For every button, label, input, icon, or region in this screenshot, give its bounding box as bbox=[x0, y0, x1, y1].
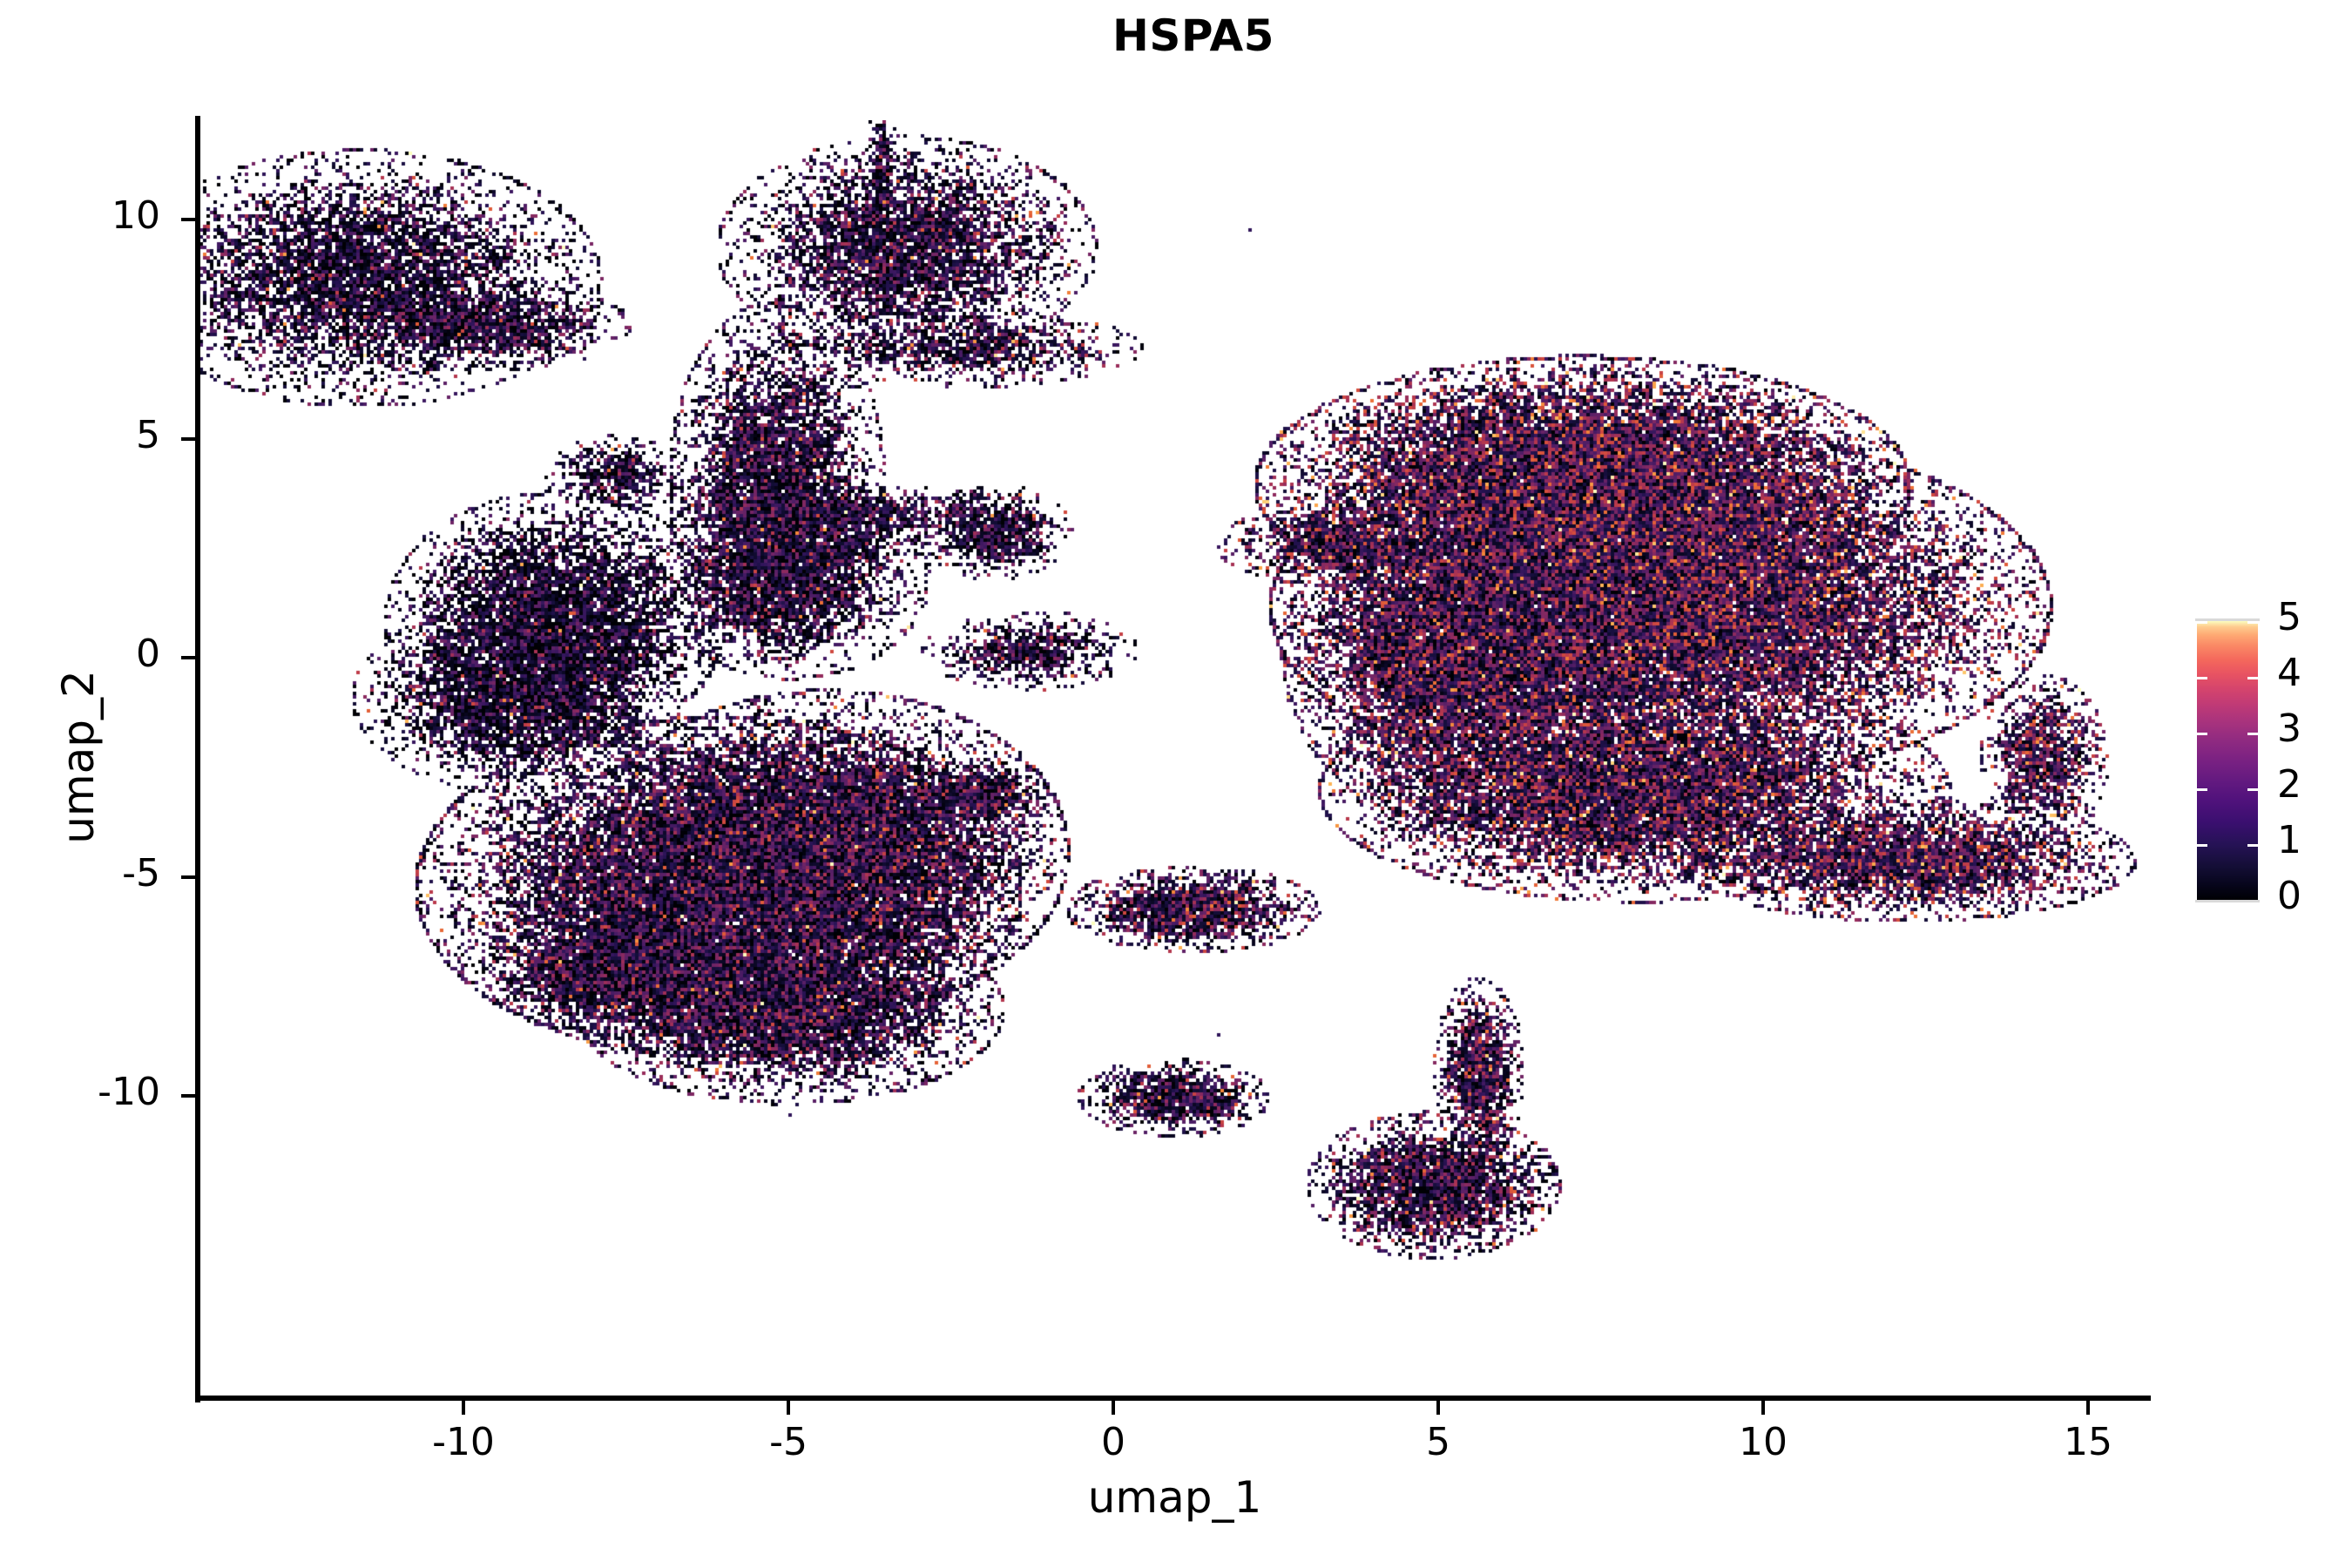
colorbar-tick-mark bbox=[2197, 788, 2207, 791]
colorbar-tick-mark bbox=[2197, 677, 2207, 679]
colorbar-tick-label: 4 bbox=[2277, 651, 2301, 695]
y-axis-label: umap_2 bbox=[53, 670, 104, 844]
x-tick-label: 10 bbox=[1739, 1420, 1788, 1464]
y-tick-mark bbox=[181, 436, 195, 441]
colorbar-tick-label: 1 bbox=[2277, 818, 2301, 862]
colorbar-tick-mark bbox=[2197, 844, 2207, 847]
colorbar-tick-mark bbox=[2247, 788, 2258, 791]
x-tick-label: 15 bbox=[2064, 1420, 2112, 1464]
x-tick-label: -10 bbox=[432, 1420, 495, 1464]
colorbar-tick-label: 3 bbox=[2277, 706, 2301, 751]
x-tick-mark bbox=[2086, 1401, 2090, 1415]
colorbar-tick-mark bbox=[2247, 733, 2258, 735]
x-axis-label: umap_1 bbox=[1087, 1472, 1262, 1523]
y-tick-mark bbox=[181, 1094, 195, 1098]
y-axis-spine bbox=[195, 116, 200, 1402]
y-tick-label: 5 bbox=[136, 412, 160, 457]
colorbar-tick-label: 0 bbox=[2277, 874, 2301, 918]
colorbar-tick-mark bbox=[2247, 844, 2258, 847]
colorbar-tick-label: 5 bbox=[2277, 595, 2301, 639]
x-tick-mark bbox=[1761, 1401, 1765, 1415]
colorbar: 5 4 3 2 1 0 bbox=[2195, 598, 2301, 916]
plot-area bbox=[199, 120, 2150, 1398]
x-tick-mark bbox=[1436, 1401, 1440, 1415]
colorbar-bottom-edge bbox=[2195, 900, 2260, 902]
colorbar-tick-mark bbox=[2247, 677, 2258, 679]
x-tick-mark bbox=[1112, 1401, 1115, 1415]
colorbar-tick-label: 2 bbox=[2277, 762, 2301, 807]
x-tick-mark bbox=[787, 1401, 790, 1415]
colorbar-gradient bbox=[2197, 621, 2258, 900]
y-tick-label: -10 bbox=[98, 1070, 160, 1114]
colorbar-top-edge bbox=[2195, 618, 2260, 621]
colorbar-tick-mark bbox=[2197, 621, 2207, 624]
x-tick-label: 0 bbox=[1101, 1420, 1125, 1464]
y-tick-label: 0 bbox=[136, 632, 160, 676]
y-tick-mark bbox=[181, 875, 195, 879]
scatter-plot-canvas bbox=[199, 120, 2150, 1398]
page-title: HSPA5 bbox=[1112, 10, 1274, 61]
y-tick-mark bbox=[181, 218, 195, 221]
colorbar-tick-mark bbox=[2197, 733, 2207, 735]
y-tick-label: 10 bbox=[112, 193, 160, 238]
y-tick-mark bbox=[181, 656, 195, 659]
y-tick-label: -5 bbox=[122, 850, 160, 896]
x-axis-spine bbox=[195, 1396, 2151, 1401]
x-tick-label: 5 bbox=[1426, 1420, 1450, 1464]
x-tick-label: -5 bbox=[769, 1420, 808, 1464]
x-tick-mark bbox=[462, 1401, 465, 1415]
colorbar-tick-mark bbox=[2247, 621, 2258, 624]
